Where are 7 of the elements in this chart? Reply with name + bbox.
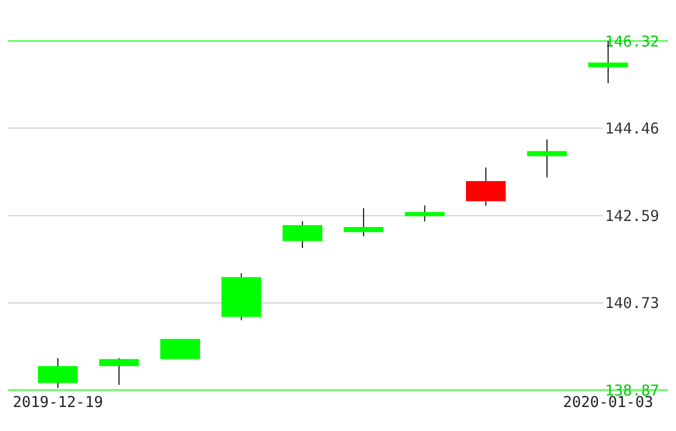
x-tick-label: 2019-12-19 [12, 393, 104, 411]
candlestick [527, 138, 567, 178]
candlestick [344, 208, 384, 237]
candlestick [404, 204, 445, 222]
y-tick-label: 144.46 [605, 119, 660, 138]
y-tick-label: 140.73 [605, 294, 660, 312]
y-tick-label: 142.59 [605, 206, 660, 225]
